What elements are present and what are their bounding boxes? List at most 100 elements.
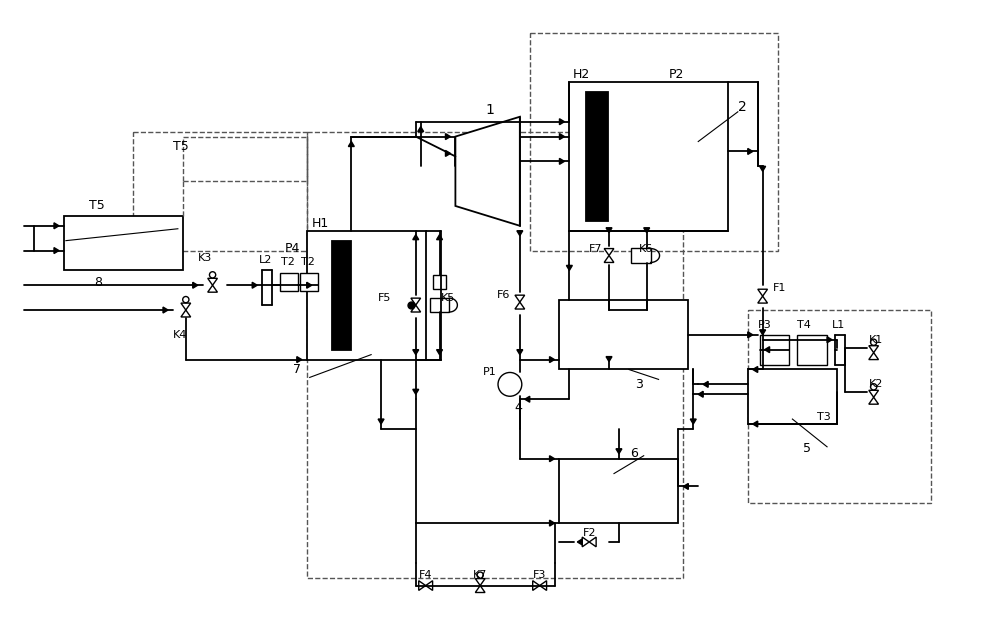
Text: 5: 5 [803,443,811,455]
Polygon shape [54,223,59,228]
Polygon shape [644,228,650,233]
Bar [760,335,789,364]
Bar [530,33,778,250]
Text: H1: H1 [312,217,329,230]
Polygon shape [616,449,622,454]
Polygon shape [307,282,312,288]
Polygon shape [515,302,525,309]
Circle shape [871,384,877,390]
Polygon shape [411,305,421,312]
Bar [586,92,608,221]
Polygon shape [525,396,530,402]
Polygon shape [208,285,217,292]
Polygon shape [869,390,879,398]
Polygon shape [559,158,564,165]
Text: T2: T2 [281,257,295,267]
Bar [430,298,449,312]
Polygon shape [604,249,614,255]
Text: T2: T2 [301,257,315,267]
Polygon shape [869,398,879,404]
Polygon shape [760,330,766,335]
Text: K3: K3 [198,254,212,264]
Polygon shape [683,483,688,490]
Text: K5: K5 [441,293,455,303]
Polygon shape [582,537,589,546]
Bar [631,248,651,264]
Circle shape [498,372,522,396]
Polygon shape [445,150,450,156]
Text: 8: 8 [95,276,103,289]
Text: T5: T5 [89,200,104,212]
Text: T5: T5 [173,140,189,153]
Bar [748,310,931,503]
Text: F6: F6 [497,290,510,300]
Polygon shape [753,366,758,372]
Text: P2: P2 [668,68,684,81]
Text: 7: 7 [293,363,301,376]
Polygon shape [533,581,540,590]
Polygon shape [869,346,879,352]
Bar [280,274,298,291]
Polygon shape [606,357,612,362]
Bar [569,82,728,231]
Polygon shape [411,298,421,305]
Polygon shape [193,282,198,288]
Polygon shape [348,141,354,146]
Text: 3: 3 [635,378,643,391]
Text: P4: P4 [284,242,300,255]
Polygon shape [540,581,547,590]
Polygon shape [455,117,520,226]
Polygon shape [445,133,450,140]
Polygon shape [517,350,523,354]
Polygon shape [758,296,768,303]
Bar [748,369,837,424]
Text: F1: F1 [773,283,786,293]
Polygon shape [827,337,832,342]
Text: K4: K4 [173,330,187,340]
Text: F4: F4 [419,570,432,580]
Polygon shape [589,537,596,546]
Polygon shape [765,347,770,352]
Text: K1: K1 [869,335,883,345]
Polygon shape [252,282,257,288]
Bar [133,131,307,250]
Polygon shape [604,255,614,262]
Polygon shape [644,307,650,312]
Polygon shape [559,119,564,125]
Polygon shape [475,578,485,585]
Polygon shape [181,303,191,310]
Bar [559,300,688,369]
Text: 6: 6 [630,447,638,460]
Polygon shape [418,126,424,131]
Polygon shape [748,148,753,155]
Text: 2: 2 [738,100,747,114]
Polygon shape [703,381,708,387]
Text: 4: 4 [514,401,522,414]
Circle shape [209,272,216,278]
Polygon shape [550,357,555,362]
Polygon shape [606,307,612,312]
Polygon shape [517,231,523,236]
Text: F2: F2 [582,528,596,538]
Polygon shape [869,352,879,359]
Text: P1: P1 [483,367,497,377]
Text: T4: T4 [797,320,811,330]
Polygon shape [748,332,753,338]
Polygon shape [690,419,696,424]
Text: F7: F7 [589,244,602,254]
Text: K6: K6 [639,244,653,254]
Text: T3: T3 [817,412,831,422]
Text: F3: F3 [533,570,546,580]
Polygon shape [378,419,384,424]
Polygon shape [413,235,419,240]
Bar [64,216,183,270]
Polygon shape [437,235,443,240]
Text: L2: L2 [258,255,272,265]
Bar [307,231,426,359]
Polygon shape [181,310,191,317]
Polygon shape [550,456,555,461]
Text: 1: 1 [486,103,495,117]
Polygon shape [606,228,612,233]
Polygon shape [753,421,758,427]
Polygon shape [566,265,572,270]
